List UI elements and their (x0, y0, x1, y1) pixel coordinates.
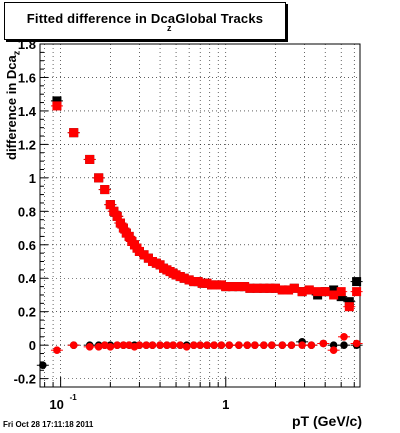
data-point-square (118, 223, 128, 233)
data-point-circle (243, 341, 252, 349)
data-point-square (124, 231, 134, 241)
data-point-circle (307, 341, 316, 349)
data-point-circle (203, 341, 211, 349)
data-point-circle (106, 343, 115, 351)
data-point-square (352, 277, 362, 287)
data-point-square (329, 285, 339, 295)
data-point-square (115, 218, 125, 228)
data-point-square (270, 283, 280, 293)
data-point-circle (267, 341, 276, 349)
x-tick-label-exponent: -1 (70, 393, 78, 402)
x-axis-label: pT (GeV/c) (291, 413, 362, 429)
y-axis-label-subscript: z (11, 50, 22, 56)
data-point-circle (217, 341, 226, 349)
data-point-square (277, 285, 287, 295)
data-point-circle (298, 341, 306, 349)
y-axis-label-text: difference in Dcaz (4, 50, 22, 160)
data-point-circle (189, 341, 198, 349)
data-point-square (344, 297, 354, 307)
data-point-square (240, 282, 250, 292)
data-point-circle (340, 333, 348, 341)
data-point-circle (148, 341, 157, 349)
data-point-circle (163, 341, 171, 349)
chart-title-main: Fitted difference in Dca (26, 11, 176, 26)
data-point-circle (340, 341, 348, 349)
y-tick-label: 0 (29, 338, 36, 353)
data-point-square (336, 292, 346, 302)
data-point-square (134, 246, 144, 256)
chart-title-box: Fitted difference in DcaGlobal Tracks z (4, 2, 286, 40)
data-point-circle (113, 341, 121, 349)
data-point-circle (319, 339, 328, 348)
data-point-square (252, 283, 262, 293)
data-point-circle (329, 346, 338, 354)
chart-title-subscript: z (167, 23, 172, 33)
data-point-circle (251, 341, 259, 349)
data-point-square (109, 206, 119, 216)
data-point-square (336, 287, 346, 297)
data-point-circle (210, 341, 218, 349)
timestamp: Fri Oct 28 17:11:18 2011 (3, 420, 94, 429)
data-point-circle (225, 341, 234, 349)
data-point-circle (235, 341, 243, 349)
data-point-circle (39, 361, 47, 370)
data-point-square (94, 173, 104, 183)
data-point-square (344, 302, 354, 312)
data-point-square (105, 200, 115, 210)
data-point-square (259, 283, 269, 293)
data-point-square (297, 287, 307, 297)
data-point-square (304, 285, 314, 295)
data-point-square (85, 154, 95, 164)
y-tick-label: 0.2 (18, 305, 36, 320)
data-point-square (112, 211, 122, 221)
data-point-circle (53, 346, 61, 354)
data-point-circle (135, 341, 144, 349)
y-axis-label: difference in Dcaz (4, 51, 24, 160)
data-point-square (184, 275, 194, 285)
data-point-circle (278, 341, 287, 349)
y-tick-label: -0.2 (14, 372, 36, 387)
data-point-circle (287, 341, 296, 349)
data-point-circle (69, 341, 78, 349)
data-point-square (52, 96, 62, 106)
data-point-square (313, 287, 323, 297)
y-tick-label: 0.6 (18, 238, 36, 253)
data-point-square (221, 282, 231, 292)
data-point-circle (85, 343, 94, 351)
x-tick-label: 10 (49, 397, 63, 412)
data-point-circle (352, 339, 361, 348)
x-tick-label: 1 (222, 397, 229, 412)
data-point-circle (169, 341, 177, 349)
data-point-square (284, 285, 294, 295)
y-tick-label: 1 (29, 171, 36, 186)
data-point-circle (156, 341, 164, 349)
data-point-square (179, 273, 189, 283)
y-tick-label: 0.8 (18, 204, 36, 219)
data-point-square (100, 185, 110, 195)
y-tick-label: 1.2 (18, 137, 36, 152)
y-tick-label: 1.6 (18, 70, 36, 85)
chart-title: Fitted difference in DcaGlobal Tracks (5, 11, 285, 26)
data-point-square (352, 287, 362, 297)
y-tick-label: 1.4 (18, 104, 37, 119)
data-point-circle (176, 341, 185, 349)
data-point-square (52, 101, 62, 111)
data-point-square (69, 128, 79, 138)
y-tick-label: 1.8 (18, 37, 36, 52)
data-point-square (245, 283, 255, 293)
y-tick-label: 0.4 (18, 271, 37, 286)
plot-frame (39, 43, 361, 388)
data-point-circle (182, 343, 191, 351)
data-point-square (202, 278, 212, 288)
data-point-square (320, 287, 330, 297)
data-point-circle (196, 341, 204, 349)
data-point-square (329, 290, 339, 300)
chart-title-suffix: Global Tracks (175, 11, 264, 26)
data-point-square (228, 282, 238, 292)
data-point-square (289, 283, 299, 293)
data-point-circle (142, 341, 151, 349)
data-point-circle (260, 341, 268, 349)
